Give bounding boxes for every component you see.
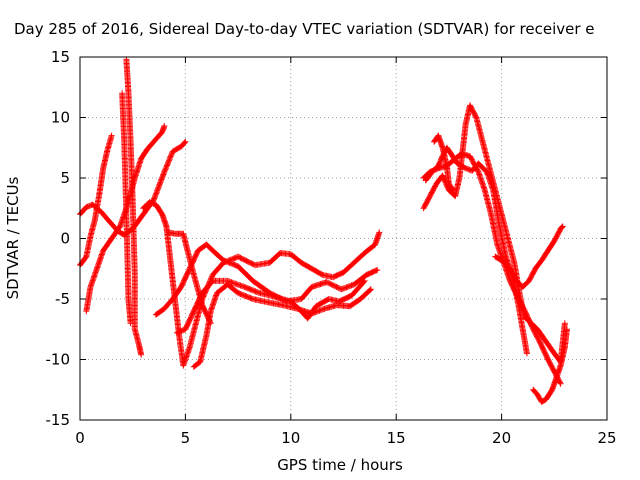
series-track-15 [492,223,566,290]
y-tick-label: 5 [60,169,70,187]
x-tick-label: 15 [387,429,406,447]
axis-ticks: 0 5 10 15 20 25 -15 -10 -5 0 5 10 15 [46,48,617,447]
series-track-5 [119,90,134,327]
grid-lines [80,57,607,420]
data-point-markers [492,223,566,290]
x-tick-label: 0 [75,429,85,447]
series-track-13 [422,144,530,357]
y-tick-label: -10 [46,351,71,369]
x-tick-label: 20 [492,429,511,447]
x-axis-label: GPS time / hours [277,456,403,474]
y-tick-label: -5 [55,290,70,308]
y-tick-label: 10 [51,109,70,127]
x-tick-label: 10 [281,429,300,447]
y-axis-label: SDTVAR / TECUs [4,176,22,299]
data-point-markers [165,229,214,327]
series-track-9 [190,281,374,370]
series-track-10 [165,229,214,327]
data-marks [77,56,570,405]
data-point-markers [431,132,457,194]
series-track-12 [420,102,568,365]
data-point-markers [119,90,134,327]
data-point-markers [190,281,374,370]
x-tick-label: 25 [597,429,616,447]
y-tick-label: 15 [51,48,70,66]
y-tick-label: -15 [46,411,71,429]
chart-title: Day 285 of 2016, Sidereal Day-to-day VTE… [14,20,595,38]
data-point-markers [123,56,145,358]
series-track-14 [431,132,457,194]
data-point-markers [422,144,530,357]
data-point-markers [420,102,568,365]
series-track-16 [530,326,570,405]
y-tick-label: 0 [60,230,70,248]
series-track-4 [123,56,145,358]
x-tick-label: 5 [181,429,191,447]
data-point-markers [530,326,570,405]
